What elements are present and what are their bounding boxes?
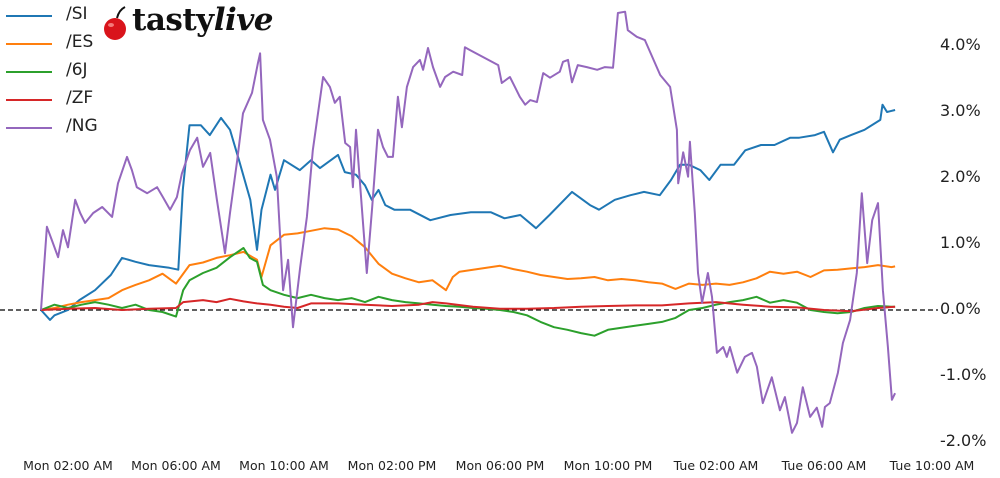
y-tick-label: 4.0% [940, 35, 981, 54]
legend-label: /ZF [66, 88, 94, 108]
y-tick-label: 1.0% [940, 233, 981, 252]
y-tick-label: -1.0% [940, 365, 987, 384]
x-tick-label: Mon 06:00 PM [455, 458, 545, 473]
y-tick-label: 3.0% [940, 101, 981, 120]
x-tick-label: Mon 10:00 AM [239, 458, 329, 473]
legend-swatch [6, 99, 52, 101]
x-tick-label: Mon 10:00 PM [563, 458, 653, 473]
tastylive-logo: tastylive [102, 2, 322, 44]
legend-label: /6J [66, 60, 88, 80]
legend-swatch [6, 43, 52, 45]
legend-label: /ES [66, 32, 94, 52]
legend-item-ng: /NG [0, 116, 120, 138]
x-tick-label: Tue 10:00 AM [889, 458, 975, 473]
series-line-ng [40, 10, 896, 434]
legend-swatch [6, 15, 52, 17]
x-tick-label: Mon 06:00 AM [131, 458, 221, 473]
legend-swatch [6, 127, 52, 129]
legend-label: /SI [66, 4, 88, 24]
legend-item-6j: /6J [0, 60, 120, 82]
y-tick-label: 2.0% [940, 167, 981, 186]
legend-label: /NG [66, 116, 98, 136]
y-tick-label: -2.0% [940, 431, 987, 450]
x-tick-label: Tue 02:00 AM [673, 458, 759, 473]
series-layer [40, 10, 896, 434]
cherry-icon [104, 6, 126, 40]
logo-wordmark: tastylive [132, 2, 274, 38]
x-tick-label: Tue 06:00 AM [781, 458, 867, 473]
legend-item-es: /ES [0, 32, 120, 54]
x-tick-label: Mon 02:00 PM [347, 458, 437, 473]
series-line-6j [40, 247, 896, 337]
legend-swatch [6, 71, 52, 73]
y-tick-label: 0.0% [940, 299, 981, 318]
series-line-si [40, 103, 896, 321]
x-tick-label: Mon 02:00 AM [23, 458, 113, 473]
series-line-es [40, 227, 896, 311]
legend-item-si: /SI [0, 4, 120, 26]
legend-item-zf: /ZF [0, 88, 120, 110]
series-line-zf [40, 297, 896, 313]
